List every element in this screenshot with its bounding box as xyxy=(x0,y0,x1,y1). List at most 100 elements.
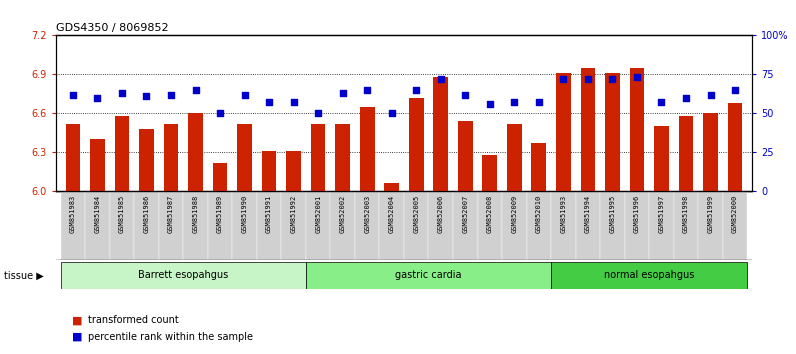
Text: GSM851984: GSM851984 xyxy=(95,195,100,233)
Bar xyxy=(110,191,135,260)
Bar xyxy=(262,151,276,191)
Text: GSM851992: GSM851992 xyxy=(291,195,297,233)
Text: GSM852009: GSM852009 xyxy=(511,195,517,233)
Bar xyxy=(502,191,527,260)
Point xyxy=(630,75,643,80)
Text: GSM851991: GSM851991 xyxy=(266,195,272,233)
Text: GSM851994: GSM851994 xyxy=(585,195,591,233)
Bar xyxy=(433,77,448,191)
Bar xyxy=(139,129,154,191)
Text: tissue ▶: tissue ▶ xyxy=(4,270,44,280)
Text: transformed count: transformed count xyxy=(88,315,178,325)
Point xyxy=(410,87,423,93)
Text: GSM851998: GSM851998 xyxy=(683,195,689,233)
Point xyxy=(704,92,717,97)
Text: GDS4350 / 8069852: GDS4350 / 8069852 xyxy=(56,23,168,33)
Text: GSM852005: GSM852005 xyxy=(413,195,419,233)
Bar xyxy=(310,124,326,191)
Point xyxy=(287,99,300,105)
Text: GSM852008: GSM852008 xyxy=(487,195,493,233)
Point xyxy=(263,99,275,105)
Text: GSM852004: GSM852004 xyxy=(388,195,395,233)
Bar xyxy=(482,155,498,191)
Bar xyxy=(551,262,747,289)
Text: normal esopahgus: normal esopahgus xyxy=(604,270,694,280)
Bar xyxy=(335,124,350,191)
Text: Barrett esopahgus: Barrett esopahgus xyxy=(139,270,228,280)
Bar xyxy=(605,73,620,191)
Point xyxy=(115,90,128,96)
Bar xyxy=(135,191,158,260)
Text: GSM852007: GSM852007 xyxy=(462,195,468,233)
Text: GSM851999: GSM851999 xyxy=(708,195,713,233)
Point xyxy=(312,110,325,116)
Point xyxy=(483,101,496,107)
Text: GSM852002: GSM852002 xyxy=(340,195,345,233)
Bar xyxy=(281,191,306,260)
Bar xyxy=(532,143,546,191)
Point xyxy=(533,99,545,105)
Text: GSM851995: GSM851995 xyxy=(610,195,615,233)
Bar xyxy=(453,191,478,260)
Text: GSM852006: GSM852006 xyxy=(438,195,443,233)
Point xyxy=(582,76,595,82)
Bar xyxy=(478,191,502,260)
Bar xyxy=(428,191,453,260)
Bar xyxy=(384,183,399,191)
Bar xyxy=(380,191,404,260)
Bar xyxy=(723,191,747,260)
Text: percentile rank within the sample: percentile rank within the sample xyxy=(88,332,252,342)
Bar xyxy=(600,191,625,260)
Bar xyxy=(728,103,743,191)
Point xyxy=(238,92,251,97)
Point xyxy=(728,87,741,93)
Point xyxy=(189,87,202,93)
Text: GSM851996: GSM851996 xyxy=(634,195,640,233)
Bar xyxy=(698,191,723,260)
Bar xyxy=(625,191,650,260)
Bar xyxy=(650,191,673,260)
Bar xyxy=(158,191,183,260)
Bar xyxy=(507,124,521,191)
Bar xyxy=(60,191,85,260)
Bar xyxy=(330,191,355,260)
Bar xyxy=(556,73,571,191)
Bar xyxy=(703,113,718,191)
Bar xyxy=(65,124,80,191)
Bar xyxy=(306,191,330,260)
Bar xyxy=(458,121,473,191)
Text: GSM851983: GSM851983 xyxy=(70,195,76,233)
Bar xyxy=(213,162,228,191)
Text: ■: ■ xyxy=(72,315,82,325)
Bar xyxy=(90,139,105,191)
Point xyxy=(67,92,80,97)
Bar xyxy=(85,191,110,260)
Point xyxy=(336,90,349,96)
Text: GSM852003: GSM852003 xyxy=(365,195,370,233)
Text: GSM851988: GSM851988 xyxy=(193,195,198,233)
Bar xyxy=(208,191,232,260)
Bar xyxy=(188,113,203,191)
Bar xyxy=(551,191,576,260)
Text: GSM851993: GSM851993 xyxy=(560,195,567,233)
Bar xyxy=(580,68,595,191)
Bar xyxy=(306,262,551,289)
Bar xyxy=(409,98,423,191)
Point xyxy=(140,93,153,99)
Text: GSM851989: GSM851989 xyxy=(217,195,223,233)
Bar xyxy=(654,126,669,191)
Bar xyxy=(355,191,380,260)
Bar xyxy=(673,191,698,260)
Point xyxy=(165,92,178,97)
Bar xyxy=(404,191,428,260)
Point xyxy=(435,76,447,82)
Bar xyxy=(527,191,551,260)
Text: GSM852010: GSM852010 xyxy=(536,195,542,233)
Text: GSM851986: GSM851986 xyxy=(143,195,150,233)
Bar xyxy=(287,151,301,191)
Bar xyxy=(183,191,208,260)
Text: GSM851997: GSM851997 xyxy=(658,195,665,233)
Text: GSM852001: GSM852001 xyxy=(315,195,321,233)
Bar xyxy=(257,191,281,260)
Bar xyxy=(576,191,600,260)
